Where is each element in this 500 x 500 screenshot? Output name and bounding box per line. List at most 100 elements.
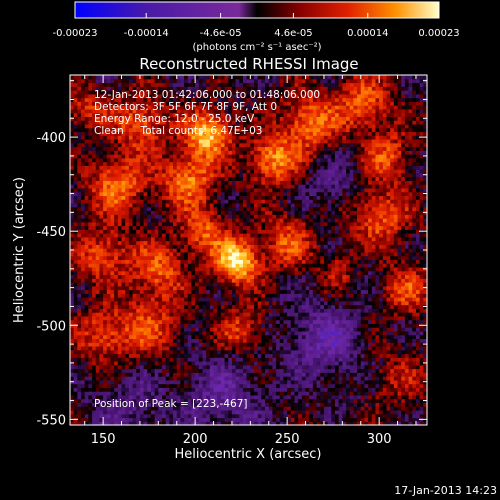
heatmap-cell <box>158 138 163 144</box>
heatmap-cell <box>254 138 259 144</box>
heatmap-cell <box>81 101 86 106</box>
heatmap-cell <box>139 349 145 355</box>
heatmap-cell <box>95 353 101 358</box>
heatmap-cell <box>125 409 130 415</box>
heatmap-cell <box>121 255 126 261</box>
heatmap-cell <box>173 112 178 117</box>
heatmap-cell <box>81 165 86 170</box>
heatmap-cell <box>95 214 101 219</box>
heatmap-cell <box>235 161 240 166</box>
heatmap-cell <box>231 376 237 381</box>
heatmap-cell <box>139 300 145 306</box>
heatmap-cell <box>106 157 112 163</box>
heatmap-cell <box>121 157 126 163</box>
heatmap-cell <box>250 308 255 313</box>
heatmap-cell <box>136 406 141 411</box>
heatmap-cell <box>191 402 196 407</box>
heatmap-cell <box>184 334 189 340</box>
heatmap-cell <box>246 154 251 159</box>
heatmap-cell <box>261 364 266 370</box>
heatmap-cell <box>117 105 123 110</box>
heatmap-cell <box>169 402 174 407</box>
heatmap-cell <box>246 229 251 234</box>
heatmap-cell <box>224 289 229 294</box>
heatmap-cell <box>84 398 89 404</box>
heatmap-cell <box>184 82 189 87</box>
heatmap-cell <box>235 86 240 91</box>
heatmap-cell <box>121 150 126 155</box>
heatmap-cell <box>136 251 141 257</box>
heatmap-cell <box>217 169 222 174</box>
heatmap-cell <box>173 221 178 227</box>
heatmap-cell <box>202 123 207 129</box>
heatmap-cell <box>132 409 137 415</box>
heatmap-cell <box>158 334 163 340</box>
heatmap-cell <box>246 184 251 189</box>
heatmap-cell <box>77 357 82 362</box>
heatmap-cell <box>220 387 226 392</box>
heatmap-cell <box>213 394 218 400</box>
heatmap-cell <box>95 368 101 373</box>
heatmap-cell <box>191 97 196 102</box>
heatmap-cell <box>169 244 174 249</box>
heatmap-cell <box>246 221 251 227</box>
heatmap-cell <box>70 187 75 193</box>
heatmap-cell <box>206 281 211 287</box>
heatmap-cell <box>70 214 75 219</box>
heatmap-cell <box>231 259 237 264</box>
heatmap-cell <box>180 304 185 309</box>
heatmap-cell <box>220 206 226 212</box>
heatmap-cell <box>154 78 159 84</box>
heatmap-cell <box>150 210 156 215</box>
heatmap-cell <box>176 406 182 411</box>
heatmap-cell <box>246 342 251 347</box>
heatmap-cell <box>128 402 134 407</box>
heatmap-cell <box>206 138 211 144</box>
heatmap-cell <box>246 364 251 370</box>
heatmap-cell <box>132 172 137 178</box>
heatmap-cell <box>224 105 229 110</box>
heatmap-cell <box>106 251 112 257</box>
heatmap-cell <box>209 165 215 170</box>
heatmap-cell <box>191 93 196 99</box>
heatmap-cell <box>254 86 259 91</box>
heatmap-cell <box>81 150 86 155</box>
heatmap-cell <box>88 191 93 197</box>
heatmap-cell <box>184 236 189 242</box>
heatmap-cell <box>235 101 240 106</box>
heatmap-cell <box>143 229 148 234</box>
heatmap-cell <box>220 417 226 422</box>
heatmap-cell <box>147 353 152 358</box>
heatmap-cell <box>213 263 218 268</box>
heatmap-cell <box>195 138 200 144</box>
heatmap-cell <box>173 349 178 355</box>
heatmap-cell <box>198 229 204 234</box>
heatmap-cell <box>176 323 182 328</box>
heatmap-cell <box>110 176 115 181</box>
heatmap-cell <box>202 361 207 366</box>
heatmap-cell <box>165 78 170 84</box>
heatmap-cell <box>95 154 101 159</box>
heatmap-cell <box>184 304 189 309</box>
heatmap-cell <box>150 199 156 204</box>
heatmap-cell <box>77 394 82 400</box>
heatmap-cell <box>110 379 115 385</box>
heatmap-cell <box>114 146 119 151</box>
heatmap-cell <box>117 251 123 257</box>
heatmap-cell <box>180 338 185 343</box>
heatmap-cell <box>235 123 240 129</box>
heatmap-cell <box>257 138 262 144</box>
heatmap-cell <box>180 116 185 121</box>
heatmap-cell <box>121 319 126 324</box>
heatmap-cell <box>165 240 170 245</box>
heatmap-cell <box>77 285 82 291</box>
heatmap-cell <box>184 214 189 219</box>
heatmap-cell <box>99 334 104 340</box>
heatmap-cell <box>209 146 215 151</box>
heatmap-cell <box>242 357 248 362</box>
heatmap-cell <box>73 297 78 302</box>
heatmap-cell <box>110 304 115 309</box>
heatmap-cell <box>70 120 75 125</box>
heatmap-cell <box>220 202 226 208</box>
